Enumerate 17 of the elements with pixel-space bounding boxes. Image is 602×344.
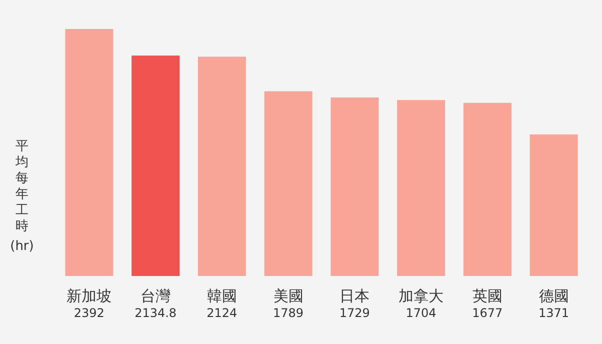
x-tick-label: 日本 bbox=[340, 287, 370, 305]
data-label: 1371 bbox=[538, 306, 570, 320]
x-tick-label: 新加坡 bbox=[66, 287, 112, 305]
data-label: 1677 bbox=[472, 306, 503, 320]
y-axis-title: 平均每年工時 (hr) bbox=[10, 139, 34, 254]
data-label: 2392 bbox=[74, 306, 104, 320]
x-tick-label: 英國 bbox=[472, 287, 502, 305]
data-label: 1704 bbox=[406, 306, 436, 320]
data-label: 1789 bbox=[273, 306, 304, 320]
data-label: 2124 bbox=[206, 306, 238, 320]
x-tick-label: 韓國 bbox=[206, 287, 237, 305]
data-label: 2134.8 bbox=[134, 306, 177, 320]
x-tick-label: 美國 bbox=[273, 287, 304, 305]
x-tick-label: 台灣 bbox=[140, 287, 171, 305]
data-label: 1729 bbox=[339, 306, 370, 320]
x-tick-label: 德國 bbox=[538, 287, 569, 305]
x-tick-label: 加拿大 bbox=[398, 287, 444, 305]
